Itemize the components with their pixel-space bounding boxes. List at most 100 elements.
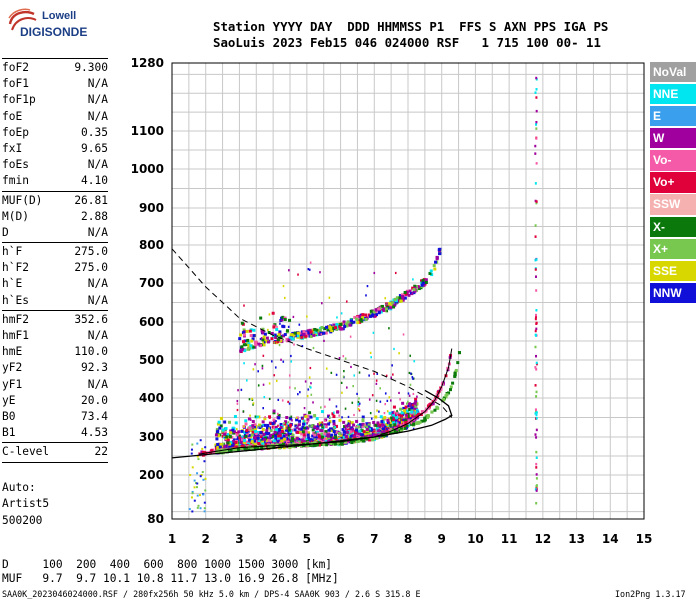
param-name: foF1	[2, 77, 29, 91]
echo-point	[265, 443, 269, 447]
echo-point	[535, 127, 538, 130]
echo-point	[302, 422, 306, 426]
echo-point	[355, 428, 359, 432]
echo-point	[359, 425, 363, 429]
echo-point	[297, 423, 301, 427]
echo-point	[257, 342, 261, 346]
echo-point	[404, 417, 408, 421]
param-name: hmF2	[2, 312, 29, 326]
echo-point	[320, 432, 324, 436]
echo-point	[415, 414, 419, 418]
echo-point	[251, 420, 255, 424]
param-row: h`E N/A	[2, 276, 108, 292]
echo-point	[264, 431, 268, 435]
echo-point	[277, 436, 281, 440]
echo-point	[325, 367, 328, 370]
echo-point	[312, 346, 315, 350]
echo-point	[254, 415, 257, 418]
o-trace-fit	[198, 348, 453, 455]
echo-point	[231, 442, 235, 446]
echo-point	[389, 399, 392, 402]
echo-point	[535, 466, 538, 469]
echo-point	[391, 417, 395, 421]
logo-text-digisonde: DIGISONDE	[20, 25, 88, 39]
echo-point	[320, 406, 322, 409]
echo-point	[325, 423, 328, 426]
echo-point	[386, 410, 389, 413]
echo-point	[254, 431, 258, 435]
echo-point	[295, 416, 299, 420]
echo-point	[391, 411, 395, 415]
echo-point	[454, 368, 458, 372]
echo-point	[306, 394, 309, 398]
echo-point	[221, 428, 225, 432]
echo-point	[445, 393, 449, 397]
echo-point	[223, 444, 227, 448]
param-value: 9.65	[81, 141, 108, 155]
echo-point	[534, 408, 537, 411]
echo-point	[406, 427, 408, 430]
echo-point	[328, 296, 331, 299]
echo-point	[353, 413, 355, 417]
echo-point	[324, 405, 326, 408]
echo-point	[394, 419, 398, 423]
echo-point	[372, 331, 375, 334]
echo-point	[417, 421, 421, 425]
echo-point	[358, 320, 362, 324]
echo-point	[426, 413, 430, 417]
echo-point	[200, 473, 203, 476]
echo-point	[236, 408, 239, 412]
param-name: foEp	[2, 125, 29, 139]
echo-point	[253, 446, 257, 450]
echo-point	[325, 443, 329, 447]
echo-point	[320, 423, 322, 426]
echo-point	[456, 361, 460, 365]
echo-point	[308, 411, 312, 415]
echo-point	[358, 371, 361, 374]
echo-point	[328, 420, 332, 424]
echo-point	[191, 492, 194, 495]
echo-point	[319, 428, 323, 432]
echo-point	[307, 268, 310, 271]
echo-point	[236, 402, 239, 405]
echo-point	[370, 356, 372, 359]
echo-point	[203, 501, 206, 504]
echo-point	[414, 413, 418, 417]
echo-point	[275, 328, 279, 332]
echo-point	[197, 504, 200, 507]
echo-point	[361, 422, 365, 426]
legend-item: NoVal	[650, 62, 696, 83]
echo-point	[265, 336, 269, 340]
echo-point	[254, 343, 258, 347]
echo-point	[535, 354, 538, 358]
echo-point	[340, 327, 344, 331]
echo-point	[364, 313, 368, 317]
echo-point	[279, 335, 283, 339]
echo-point	[247, 344, 251, 348]
echo-point	[275, 443, 279, 447]
echo-point	[298, 428, 301, 431]
echo-point	[412, 422, 416, 426]
echo-point	[327, 422, 331, 426]
echo-point	[382, 430, 386, 434]
param-name: M(D)	[2, 209, 29, 223]
echo-point	[399, 398, 401, 401]
echo-point	[259, 344, 263, 348]
echo-point	[410, 422, 413, 425]
echo-point	[235, 442, 239, 446]
echo-point	[340, 441, 344, 445]
echo-point	[196, 455, 199, 458]
echo-point	[238, 436, 242, 440]
echo-point	[291, 433, 295, 437]
echo-point	[318, 421, 322, 425]
x-tick-label: 13	[568, 532, 585, 546]
echo-point	[277, 398, 280, 402]
echo-point	[260, 337, 263, 340]
echo-point	[427, 406, 431, 410]
echo-point	[412, 288, 416, 292]
echo-point	[352, 439, 356, 443]
echo-point	[312, 443, 316, 447]
echo-point	[273, 333, 277, 337]
echo-point	[424, 278, 428, 282]
echo-point	[401, 412, 405, 416]
